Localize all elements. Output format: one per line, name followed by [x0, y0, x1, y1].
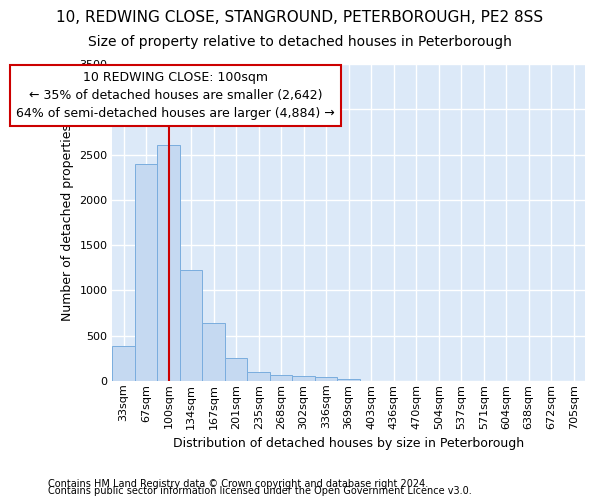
X-axis label: Distribution of detached houses by size in Peterborough: Distribution of detached houses by size … — [173, 437, 524, 450]
Bar — [270, 376, 292, 381]
Bar — [157, 144, 180, 381]
Bar — [337, 378, 360, 381]
Bar — [292, 376, 315, 381]
Bar — [247, 372, 270, 381]
Text: Contains public sector information licensed under the Open Government Licence v3: Contains public sector information licen… — [48, 486, 472, 496]
Y-axis label: Number of detached properties: Number of detached properties — [61, 124, 74, 321]
Text: 10 REDWING CLOSE: 100sqm
← 35% of detached houses are smaller (2,642)
64% of sem: 10 REDWING CLOSE: 100sqm ← 35% of detach… — [16, 71, 335, 120]
Bar — [225, 358, 247, 381]
Text: Size of property relative to detached houses in Peterborough: Size of property relative to detached ho… — [88, 35, 512, 49]
Bar — [112, 346, 135, 381]
Text: Contains HM Land Registry data © Crown copyright and database right 2024.: Contains HM Land Registry data © Crown c… — [48, 479, 428, 489]
Bar — [180, 270, 202, 381]
Bar — [315, 378, 337, 381]
Bar — [202, 323, 225, 381]
Bar — [135, 164, 157, 381]
Text: 10, REDWING CLOSE, STANGROUND, PETERBOROUGH, PE2 8SS: 10, REDWING CLOSE, STANGROUND, PETERBORO… — [56, 10, 544, 25]
